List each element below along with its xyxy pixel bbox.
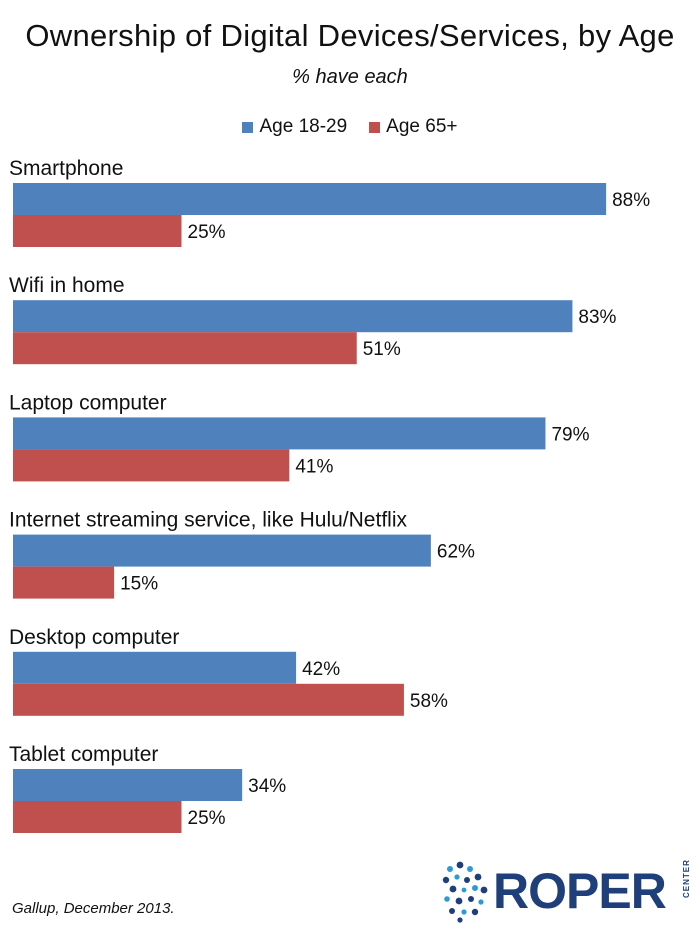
data-label: 83% bbox=[578, 307, 616, 328]
category-label: Internet streaming service, like Hulu/Ne… bbox=[9, 509, 407, 532]
chart-subtitle: % have each bbox=[292, 66, 408, 88]
data-label: 34% bbox=[248, 776, 286, 797]
legend-swatch-series-2 bbox=[369, 121, 381, 133]
legend: Age 18-29 Age 65+ bbox=[0, 116, 700, 138]
data-label: 88% bbox=[612, 190, 650, 211]
data-label: 51% bbox=[363, 339, 401, 360]
category-label: Laptop computer bbox=[9, 391, 167, 414]
bar-series-2 bbox=[13, 215, 182, 247]
category-label: Tablet computer bbox=[9, 743, 158, 766]
bar-series-1 bbox=[13, 534, 431, 567]
bar-series-2 bbox=[13, 566, 115, 599]
bar-series-1 bbox=[13, 183, 607, 215]
bar-series-1 bbox=[13, 300, 573, 333]
bar-series-2 bbox=[13, 332, 357, 365]
logo-dots-icon bbox=[442, 861, 488, 923]
source-note: Gallup, December 2013. bbox=[12, 900, 175, 917]
data-label: 41% bbox=[295, 456, 333, 477]
data-label: 25% bbox=[188, 222, 226, 243]
data-label: 62% bbox=[437, 542, 475, 563]
bar-series-2 bbox=[13, 801, 182, 833]
data-label: 15% bbox=[120, 574, 158, 595]
category-label: Wifi in home bbox=[9, 274, 125, 297]
data-label: 42% bbox=[302, 659, 340, 680]
data-label: 58% bbox=[410, 691, 448, 712]
bar-series-1 bbox=[13, 417, 546, 450]
bar-series-2 bbox=[13, 449, 290, 482]
roper-center-logo: ROPER CENTER bbox=[440, 858, 696, 924]
legend-label-series-2: Age 65+ bbox=[386, 116, 458, 137]
bar-series-1 bbox=[13, 651, 297, 684]
logo-wordmark: ROPER bbox=[493, 863, 667, 919]
bar-series-2 bbox=[13, 683, 404, 716]
legend-swatch-series-1 bbox=[242, 121, 254, 133]
legend-label-series-1: Age 18-29 bbox=[259, 116, 348, 137]
chart-title: Ownership of Digital Devices/Services, b… bbox=[25, 18, 675, 53]
data-label: 79% bbox=[551, 424, 589, 445]
category-label: Smartphone bbox=[9, 157, 123, 180]
bar-series-1 bbox=[13, 769, 243, 801]
category-label: Desktop computer bbox=[9, 626, 179, 649]
data-label: 25% bbox=[188, 808, 226, 829]
legend-item-series-1: Age 18-29 bbox=[242, 116, 347, 138]
legend-item-series-2: Age 65+ bbox=[369, 116, 458, 138]
logo-subtext: CENTER bbox=[682, 859, 691, 898]
